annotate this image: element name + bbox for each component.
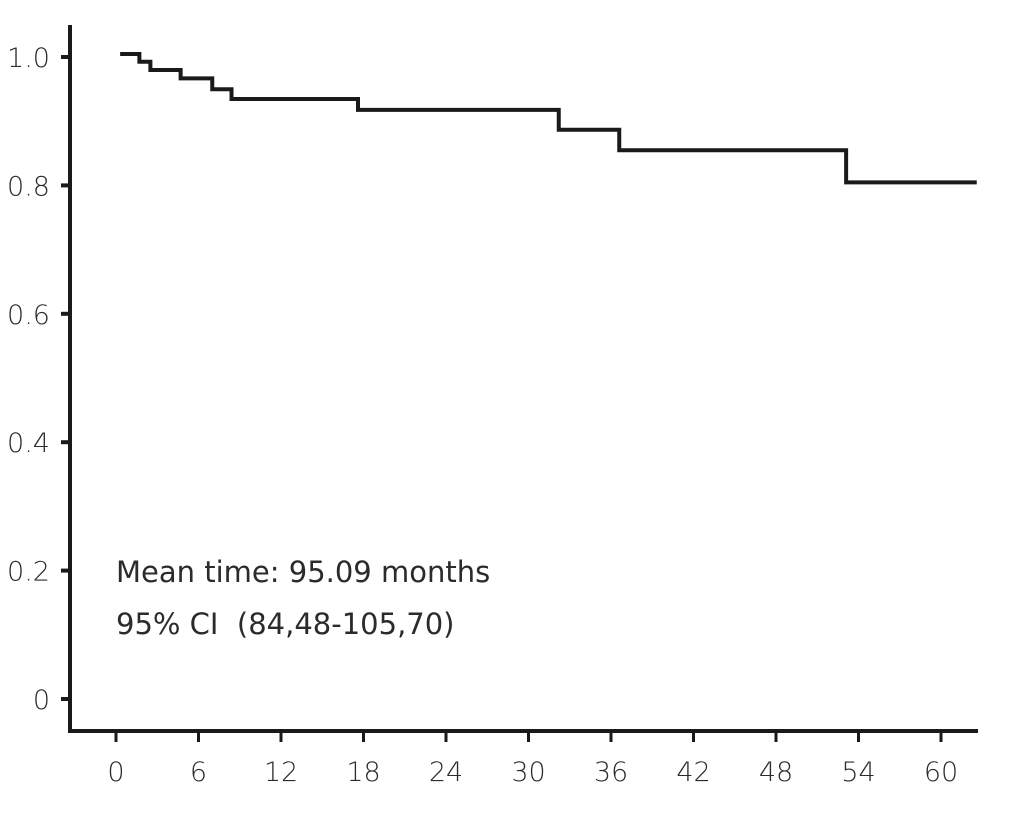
axes: 0 0.2 0.4 0.6 0.8 1.0 0 6 12 18 24 30 36 42 48 54 60	[7, 25, 978, 788]
x-tick-label: 48	[759, 757, 793, 788]
x-tick-label: 60	[924, 757, 958, 788]
y-tick-label: 0	[33, 685, 50, 716]
x-tick-label: 18	[346, 757, 380, 788]
x-tick-label: 42	[676, 757, 710, 788]
x-tick-label: 0	[107, 757, 124, 788]
y-tick-label: 0.4	[7, 428, 50, 459]
x-tick-label: 36	[594, 757, 628, 788]
survival-curve	[120, 52, 977, 185]
x-tick-label: 6	[190, 757, 207, 788]
y-tick-label: 0.6	[7, 300, 50, 331]
y-tick-label: 1.0	[7, 43, 50, 74]
y-tick-label: 0.8	[7, 171, 50, 202]
x-tick-label: 24	[429, 757, 463, 788]
x-tick-label: 12	[264, 757, 298, 788]
annotation-mean-time: Mean time: 95.09 months	[116, 555, 490, 589]
annotation-ci: 95% CI (84,48-105,70)	[116, 607, 455, 641]
x-tick-label: 54	[841, 757, 875, 788]
x-tick-label: 30	[511, 757, 545, 788]
y-tick-label: 0.2	[7, 557, 50, 588]
